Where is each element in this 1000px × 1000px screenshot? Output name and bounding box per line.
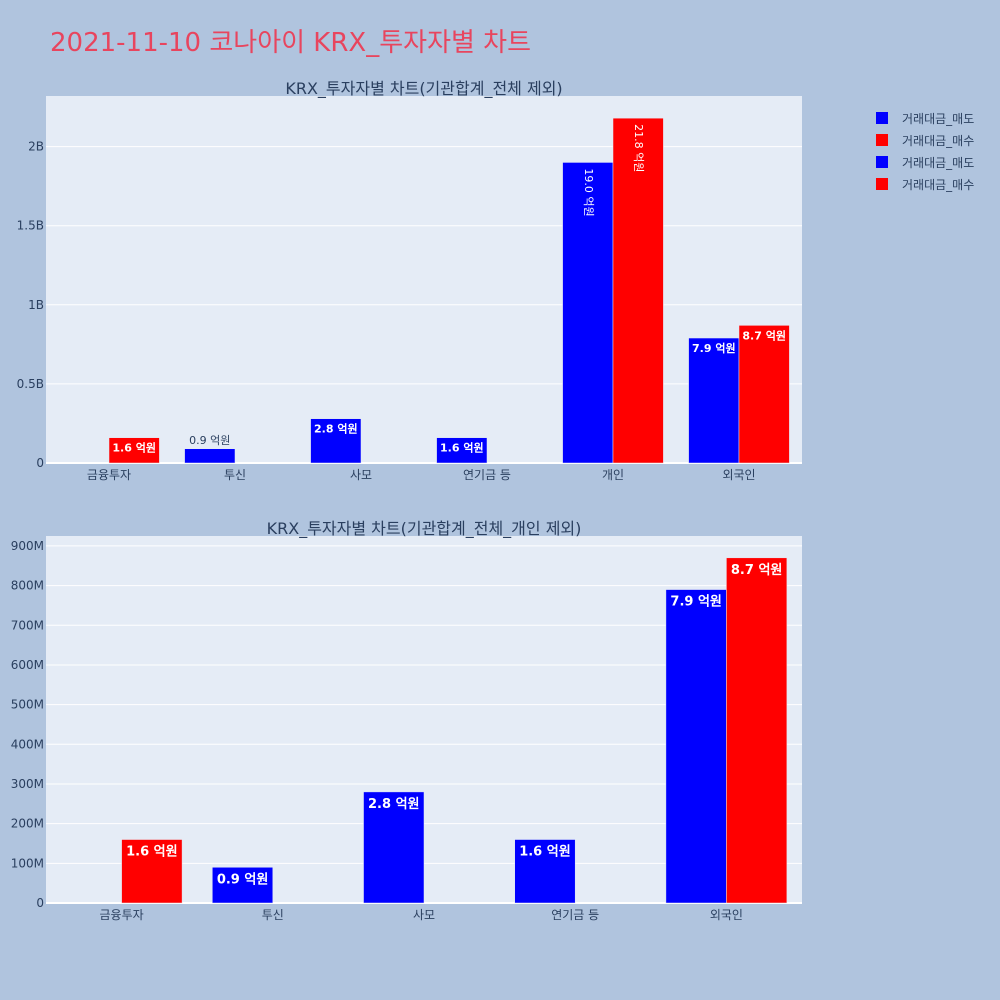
legend-label: 거래대금_매수 [902, 177, 975, 192]
data-label: 8.7 억원 [742, 328, 786, 342]
y-tick-label: 0.5B [17, 377, 44, 391]
y-tick-label: 500M [11, 698, 44, 712]
bar-buy [738, 325, 790, 464]
y-tick-label: 900M [11, 539, 44, 553]
x-tick-label: 금융투자 [100, 908, 144, 922]
legend-item[interactable]: 거래대금_매도 [876, 107, 974, 129]
legend-swatch-buy [876, 134, 888, 146]
x-tick-label: 금융투자 [87, 468, 131, 482]
data-label: 7.9 억원 [692, 341, 736, 355]
legend-label: 거래대금_매도 [902, 111, 975, 126]
legend-label: 거래대금_매수 [902, 133, 975, 148]
y-tick-label: 1B [28, 298, 44, 312]
data-label: 1.6 억원 [126, 845, 177, 860]
page-title: 2021-11-10 코나아이 KRX_투자자별 차트 [50, 28, 532, 58]
legend-swatch-buy [876, 178, 888, 190]
bar-buy [726, 557, 788, 904]
bar-buy [612, 117, 664, 464]
legend-item[interactable]: 거래대금_매도 [876, 151, 974, 173]
data-label: 1.6 억원 [440, 441, 484, 455]
legend-item[interactable]: 거래대금_매수 [876, 173, 974, 195]
bar-sell [665, 589, 727, 904]
plot-area [46, 96, 802, 463]
legend-swatch-sell [876, 112, 888, 124]
y-tick-label: 2B [28, 140, 44, 154]
bar-buy [121, 839, 183, 904]
y-tick-label: 600M [11, 658, 44, 672]
y-tick-label: 1.5B [17, 219, 44, 233]
bar-sell [514, 839, 576, 904]
x-tick-label: 외국인 [710, 908, 743, 922]
data-label: 2.8 억원 [314, 422, 358, 436]
x-tick-label: 투신 [262, 908, 284, 922]
data-label: 1.6 억원 [519, 845, 570, 860]
y-tick-label: 300M [11, 777, 44, 791]
y-tick-label: 200M [11, 817, 44, 831]
data-label: 8.7 억원 [731, 563, 782, 578]
bar-sell [184, 448, 236, 464]
bar-sell [436, 437, 488, 464]
bar-buy [108, 437, 160, 464]
bar-sell [688, 337, 740, 464]
bar-sell [562, 162, 614, 464]
legend-item[interactable]: 거래대금_매수 [876, 129, 974, 151]
chart-title: KRX_투자자별 차트(기관합계_전체_개인 제외) [267, 519, 582, 539]
y-tick-label: 0 [36, 456, 44, 470]
bar-sell [363, 791, 425, 904]
data-label: 7.9 억원 [670, 595, 721, 610]
y-tick-label: 800M [11, 579, 44, 593]
legend-label: 거래대금_매도 [902, 155, 975, 170]
x-tick-label: 사모 [350, 468, 372, 482]
bar-sell [310, 418, 362, 464]
x-tick-label: 연기금 등 [551, 908, 599, 922]
y-tick-label: 400M [11, 737, 44, 751]
bar-sell [212, 867, 274, 904]
legend-swatch-sell [876, 156, 888, 168]
x-tick-label: 투신 [224, 468, 246, 482]
data-label: 0.9 억원 [217, 872, 268, 887]
x-tick-label: 외국인 [722, 468, 755, 482]
chart-title: KRX_투자자별 차트(기관합계_전체 제외) [285, 79, 562, 99]
data-label: 0.9 억원 [189, 434, 230, 447]
y-tick-label: 700M [11, 618, 44, 632]
data-label: 1.6 억원 [112, 441, 156, 455]
data-label: 19.0 억원 [582, 168, 595, 216]
data-label: 21.8 억원 [632, 124, 645, 172]
x-tick-label: 개인 [602, 468, 624, 482]
x-tick-label: 연기금 등 [463, 468, 511, 482]
legend: 거래대금_매도 거래대금_매수 거래대금_매도 거래대금_매수 [876, 107, 974, 195]
y-tick-label: 100M [11, 856, 44, 870]
data-label: 2.8 억원 [368, 797, 419, 812]
y-tick-label: 0 [36, 896, 44, 910]
x-tick-label: 사모 [413, 908, 435, 922]
